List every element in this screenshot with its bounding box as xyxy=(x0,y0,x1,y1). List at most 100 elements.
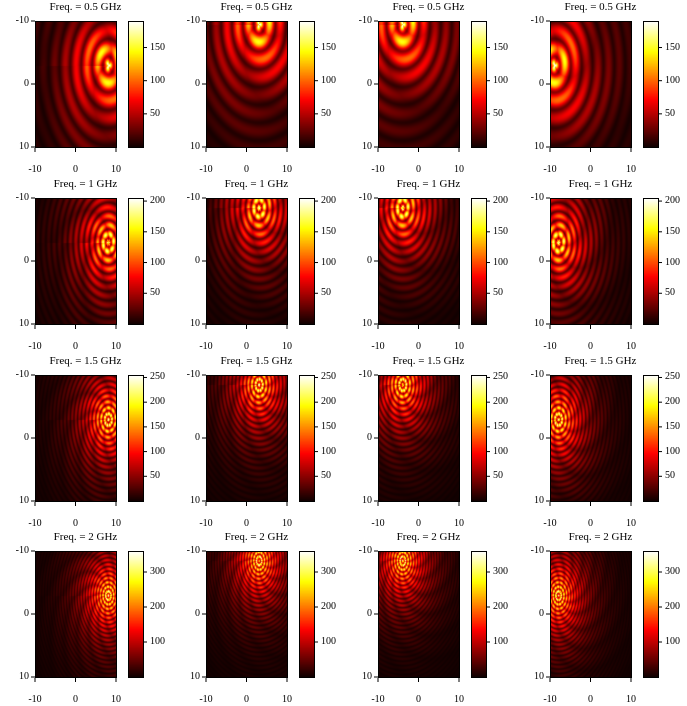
x-tick-label: -10 xyxy=(199,518,213,529)
axes-frame xyxy=(202,197,318,329)
y-tick-label: 0 xyxy=(195,608,200,619)
y-tick-label: 0 xyxy=(367,255,372,266)
x-tick-label: -10 xyxy=(543,341,557,352)
panel-title: Freq. = 1 GHz xyxy=(568,178,633,190)
x-tick-label: 10 xyxy=(282,694,292,705)
heatmap-panel: Freq. = 2 GHz -10 0 10 -10 0 10 100 200 300 xyxy=(0,530,171,706)
x-tick-label: 10 xyxy=(111,518,121,529)
colorbar-border xyxy=(128,375,144,502)
y-tick-label: 10 xyxy=(190,671,200,682)
axes-frame xyxy=(202,550,318,682)
colorbar xyxy=(128,21,144,148)
colorbar-tick-label: 200 xyxy=(150,195,165,207)
heatmap-image xyxy=(550,551,632,678)
x-tick-label: 0 xyxy=(588,694,593,705)
heatmap-image xyxy=(550,198,632,325)
x-tick-label: 10 xyxy=(626,694,636,705)
colorbar-tick-label: 150 xyxy=(150,41,165,53)
panel-title: Freq. = 2 GHz xyxy=(53,531,118,543)
colorbar xyxy=(128,551,144,678)
x-tick-label: -10 xyxy=(28,518,42,529)
plot-border xyxy=(206,375,288,502)
heatmap-image xyxy=(35,21,117,148)
heatmap-panel: Freq. = 1.5 GHz -10 0 10 -10 0 10 50 100 150 200 25… xyxy=(343,354,514,530)
axes-frame xyxy=(31,197,147,329)
plot-border xyxy=(550,198,632,325)
x-tick-label: -10 xyxy=(28,694,42,705)
colorbar-tick-label: 150 xyxy=(150,225,165,237)
plot-border xyxy=(35,198,117,325)
x-tick-label: 0 xyxy=(73,694,78,705)
y-tick-label: -10 xyxy=(358,369,372,380)
plot-border xyxy=(378,21,460,148)
axes-frame xyxy=(202,20,318,152)
colorbar-tick-label: 150 xyxy=(665,41,680,53)
heatmap-panel: Freq. = 1.5 GHz -10 0 10 -10 0 10 50 100 150 200 25… xyxy=(515,354,686,530)
heatmap-image xyxy=(550,375,632,502)
y-tick-label: 0 xyxy=(24,432,29,443)
colorbar-tick-label: 300 xyxy=(493,566,508,577)
heatmap-image xyxy=(35,198,117,325)
heatmap-panel: Freq. = 1 GHz -10 0 10 -10 0 10 50 100 150 200 xyxy=(515,177,686,353)
axes-frame xyxy=(546,550,662,682)
heatmap-image xyxy=(206,375,288,502)
y-tick-label: -10 xyxy=(530,192,544,203)
y-tick-label: 0 xyxy=(367,78,372,89)
heatmap-image xyxy=(35,551,117,678)
y-tick-label: 0 xyxy=(24,608,29,619)
axes-frame xyxy=(546,197,662,329)
colorbar xyxy=(299,198,315,325)
y-tick-label: 10 xyxy=(19,495,29,506)
y-tick-label: 0 xyxy=(539,78,544,89)
y-tick-label: 0 xyxy=(24,78,29,89)
colorbar xyxy=(299,551,315,678)
x-tick-label: 0 xyxy=(73,518,78,529)
colorbar-tick-label: 200 xyxy=(665,601,680,612)
plot-border xyxy=(206,21,288,148)
colorbar-border xyxy=(643,21,659,148)
y-tick-label: 10 xyxy=(534,318,544,329)
plot-border xyxy=(378,198,460,325)
x-tick-label: 10 xyxy=(282,341,292,352)
colorbar-tick-label: 100 xyxy=(150,636,165,647)
x-tick-label: 0 xyxy=(73,164,78,175)
panel-title: Freq. = 1.5 GHz xyxy=(220,355,293,367)
y-tick-label: 10 xyxy=(19,318,29,329)
colorbar-tick-label: 100 xyxy=(665,74,680,86)
axes-frame xyxy=(374,550,490,682)
colorbar-tick-label: 150 xyxy=(321,41,336,53)
colorbar-tick-label: 150 xyxy=(665,225,680,237)
colorbar-tick-label: 50 xyxy=(493,107,503,119)
heatmap-panel: Freq. = 0.5 GHz -10 0 10 -10 0 10 50 100 150 xyxy=(0,0,171,176)
panel-title: Freq. = 2 GHz xyxy=(396,531,461,543)
plot-border xyxy=(206,198,288,325)
colorbar-border xyxy=(299,198,315,325)
colorbar-tick-label: 150 xyxy=(150,420,165,432)
colorbar-border xyxy=(299,21,315,148)
colorbar-tick-label: 200 xyxy=(150,601,165,612)
x-tick-label: 0 xyxy=(416,694,421,705)
y-tick-label: -10 xyxy=(358,15,372,26)
x-tick-label: 10 xyxy=(111,694,121,705)
heatmap-image xyxy=(206,198,288,325)
colorbar-tick-label: 200 xyxy=(321,601,336,612)
x-tick-label: -10 xyxy=(543,518,557,529)
colorbar-tick-label: 200 xyxy=(665,195,680,207)
y-tick-label: -10 xyxy=(530,369,544,380)
y-tick-label: 0 xyxy=(24,255,29,266)
y-tick-label: 10 xyxy=(362,141,372,152)
colorbar-tick-label: 100 xyxy=(321,256,336,268)
panel-title: Freq. = 0.5 GHz xyxy=(49,1,122,13)
colorbar-tick-label: 100 xyxy=(150,256,165,268)
colorbar-tick-label: 50 xyxy=(321,107,331,119)
colorbar-tick-label: 100 xyxy=(150,445,165,457)
x-tick-label: 0 xyxy=(416,341,421,352)
y-tick-label: 10 xyxy=(362,495,372,506)
colorbar-tick-label: 150 xyxy=(321,225,336,237)
colorbar-tick-label: 300 xyxy=(321,566,336,577)
axes-frame xyxy=(546,20,662,152)
x-tick-label: -10 xyxy=(543,164,557,175)
y-tick-label: 10 xyxy=(19,141,29,152)
y-tick-label: 10 xyxy=(19,671,29,682)
y-tick-label: -10 xyxy=(358,545,372,556)
